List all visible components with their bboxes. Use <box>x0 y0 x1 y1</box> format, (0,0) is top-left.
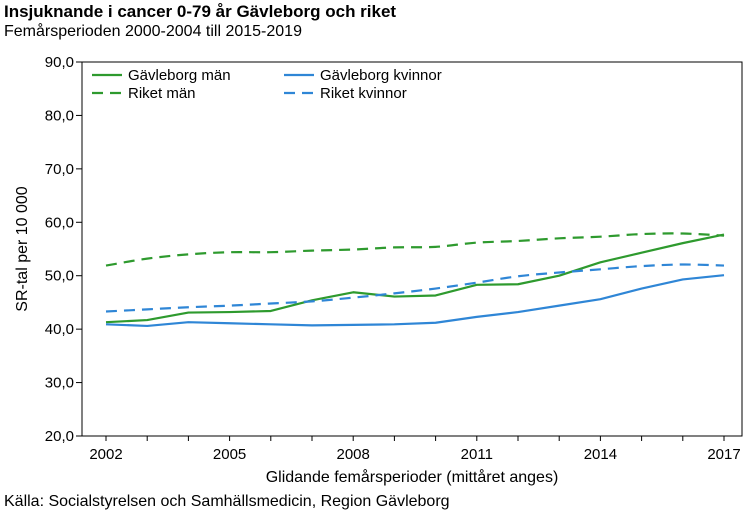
x-tick-label: 2011 <box>461 446 493 463</box>
series-line-3 <box>105 232 725 267</box>
series-layer <box>105 232 725 328</box>
legend: Gävleborg män Gävleborg kvinnor Riket män R… <box>92 67 442 102</box>
y-tick-label: 80,0 <box>45 107 74 124</box>
y-tick-label: 70,0 <box>45 161 74 178</box>
y-tick-label: 30,0 <box>45 375 74 392</box>
chart-subtitle: Femårsperioden 2000-2004 till 2015-2019 <box>4 23 302 40</box>
x-tick-label: 2017 <box>707 446 740 463</box>
plot-area <box>81 61 743 437</box>
series-line-4 <box>105 263 725 313</box>
y-tick-label: 50,0 <box>45 268 74 285</box>
x-tick-label: 2008 <box>337 446 370 463</box>
legend-label: Riket män <box>128 85 196 102</box>
series-line-1 <box>105 233 725 324</box>
y-tick-label: 60,0 <box>45 214 74 231</box>
line-chart: 20,030,040,050,060,070,080,090,0 2002 200… <box>14 54 743 486</box>
legend-label: Gävleborg män <box>128 67 231 84</box>
legend-label: Riket kvinnor <box>320 85 407 102</box>
x-axis: 2002 2005 2008 2011 2014 2017 <box>89 436 741 463</box>
y-tick-label: 20,0 <box>45 428 74 445</box>
x-axis-title: Glidande femårsperioder (mittåret anges) <box>266 468 559 486</box>
x-tick-label: 2002 <box>89 446 122 463</box>
chart-title: Insjuknande i cancer 0-79 år Gävleborg o… <box>4 2 397 21</box>
series-line-2 <box>105 274 725 328</box>
y-tick-label: 90,0 <box>45 54 74 71</box>
y-axis: 20,0 30,0 40,0 50,0 60,0 70,0 80,0 90,0 <box>45 54 82 445</box>
plot-border <box>81 61 743 437</box>
y-tick-label: 40,0 <box>45 321 74 338</box>
legend-label: Gävleborg kvinnor <box>320 67 442 84</box>
x-tick-label: 2005 <box>213 446 246 463</box>
y-axis-title: SR-tal per 10 000 <box>14 186 31 312</box>
x-tick-label: 2014 <box>584 446 617 463</box>
source-note: Källa: Socialstyrelsen och Samhällsmedic… <box>4 493 450 510</box>
